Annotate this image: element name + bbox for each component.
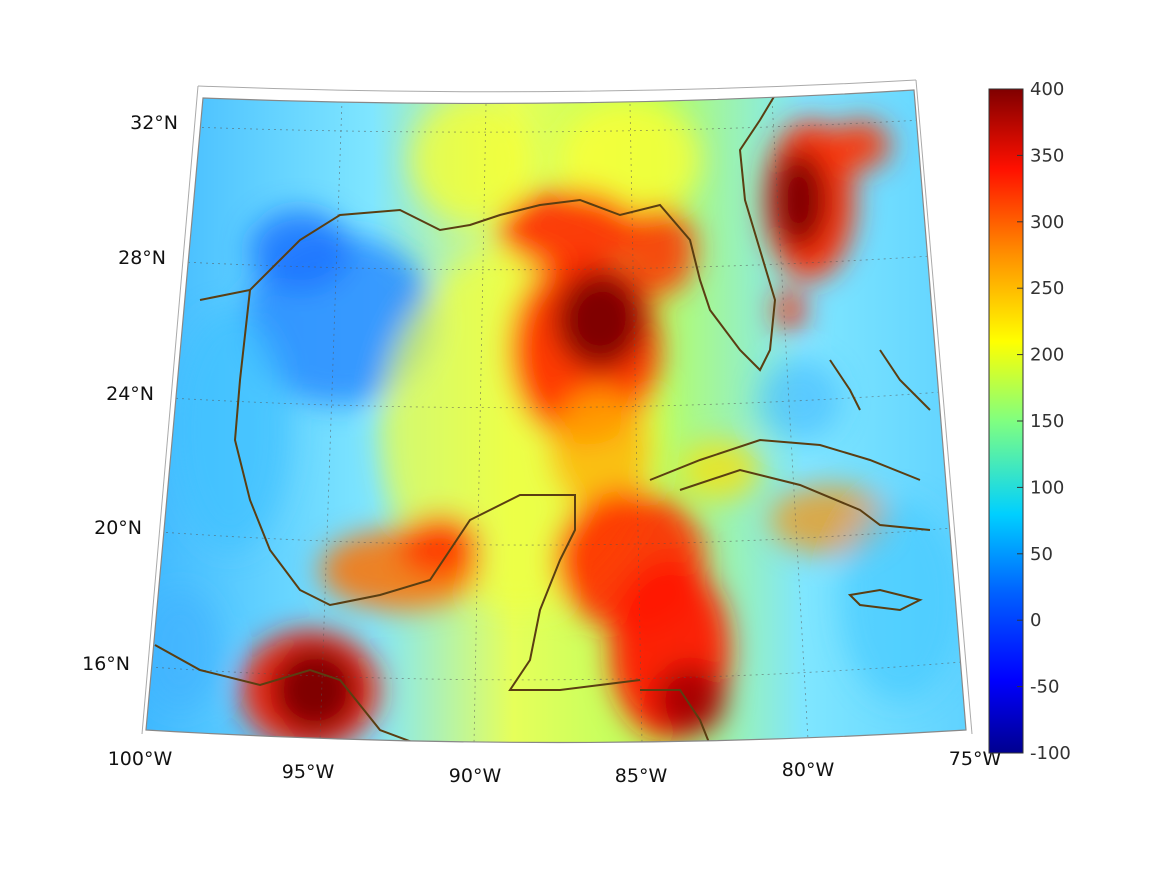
lat-label-16n: 16°N [82, 653, 130, 675]
lat-label-28n: 28°N [118, 247, 166, 269]
lon-label-80w: 80°W [782, 759, 835, 781]
lat-label-32n: 32°N [130, 112, 178, 134]
lon-label-100w: 100°W [108, 748, 173, 770]
colorbar: 400 350 300 250 200 150 100 50 0 -50 -100 [988, 79, 1071, 764]
lon-label-75w: 75°W [949, 748, 1002, 770]
coastline [154, 94, 931, 743]
lat-label-20n: 20°N [94, 517, 142, 539]
map-frame [145, 89, 967, 744]
lon-labels: 100°W 95°W 90°W 85°W 80°W 75°W [108, 748, 1002, 787]
colorbar-ticks: 400 350 300 250 200 150 100 50 0 -50 -100 [1017, 79, 1071, 764]
lon-label-90w: 90°W [449, 765, 502, 787]
lon-label-95w: 95°W [282, 761, 335, 783]
colorbar-tick-label: 250 [1030, 278, 1064, 299]
colorbar-tick-label: 200 [1030, 345, 1064, 366]
graticule [149, 99, 963, 743]
colorbar-tick-label: 400 [1030, 79, 1064, 100]
colorbar-tick-label: 100 [1030, 477, 1064, 498]
lon-label-85w: 85°W [615, 765, 668, 787]
lat-label-24n: 24°N [106, 383, 154, 405]
heat-field [146, 90, 966, 743]
colorbar-tick-label: 350 [1030, 145, 1064, 166]
colorbar-tick-label: 300 [1030, 212, 1064, 233]
colorbar-tick-label: 50 [1030, 544, 1053, 565]
colorbar-tick-label: -100 [1030, 743, 1071, 764]
colorbar-tick-label: 0 [1030, 610, 1041, 631]
colorbar-tick-label: -50 [1030, 677, 1059, 698]
colorbar-tick-label: 150 [1030, 411, 1064, 432]
lat-labels: 32°N 28°N 24°N 20°N 16°N [82, 112, 178, 675]
